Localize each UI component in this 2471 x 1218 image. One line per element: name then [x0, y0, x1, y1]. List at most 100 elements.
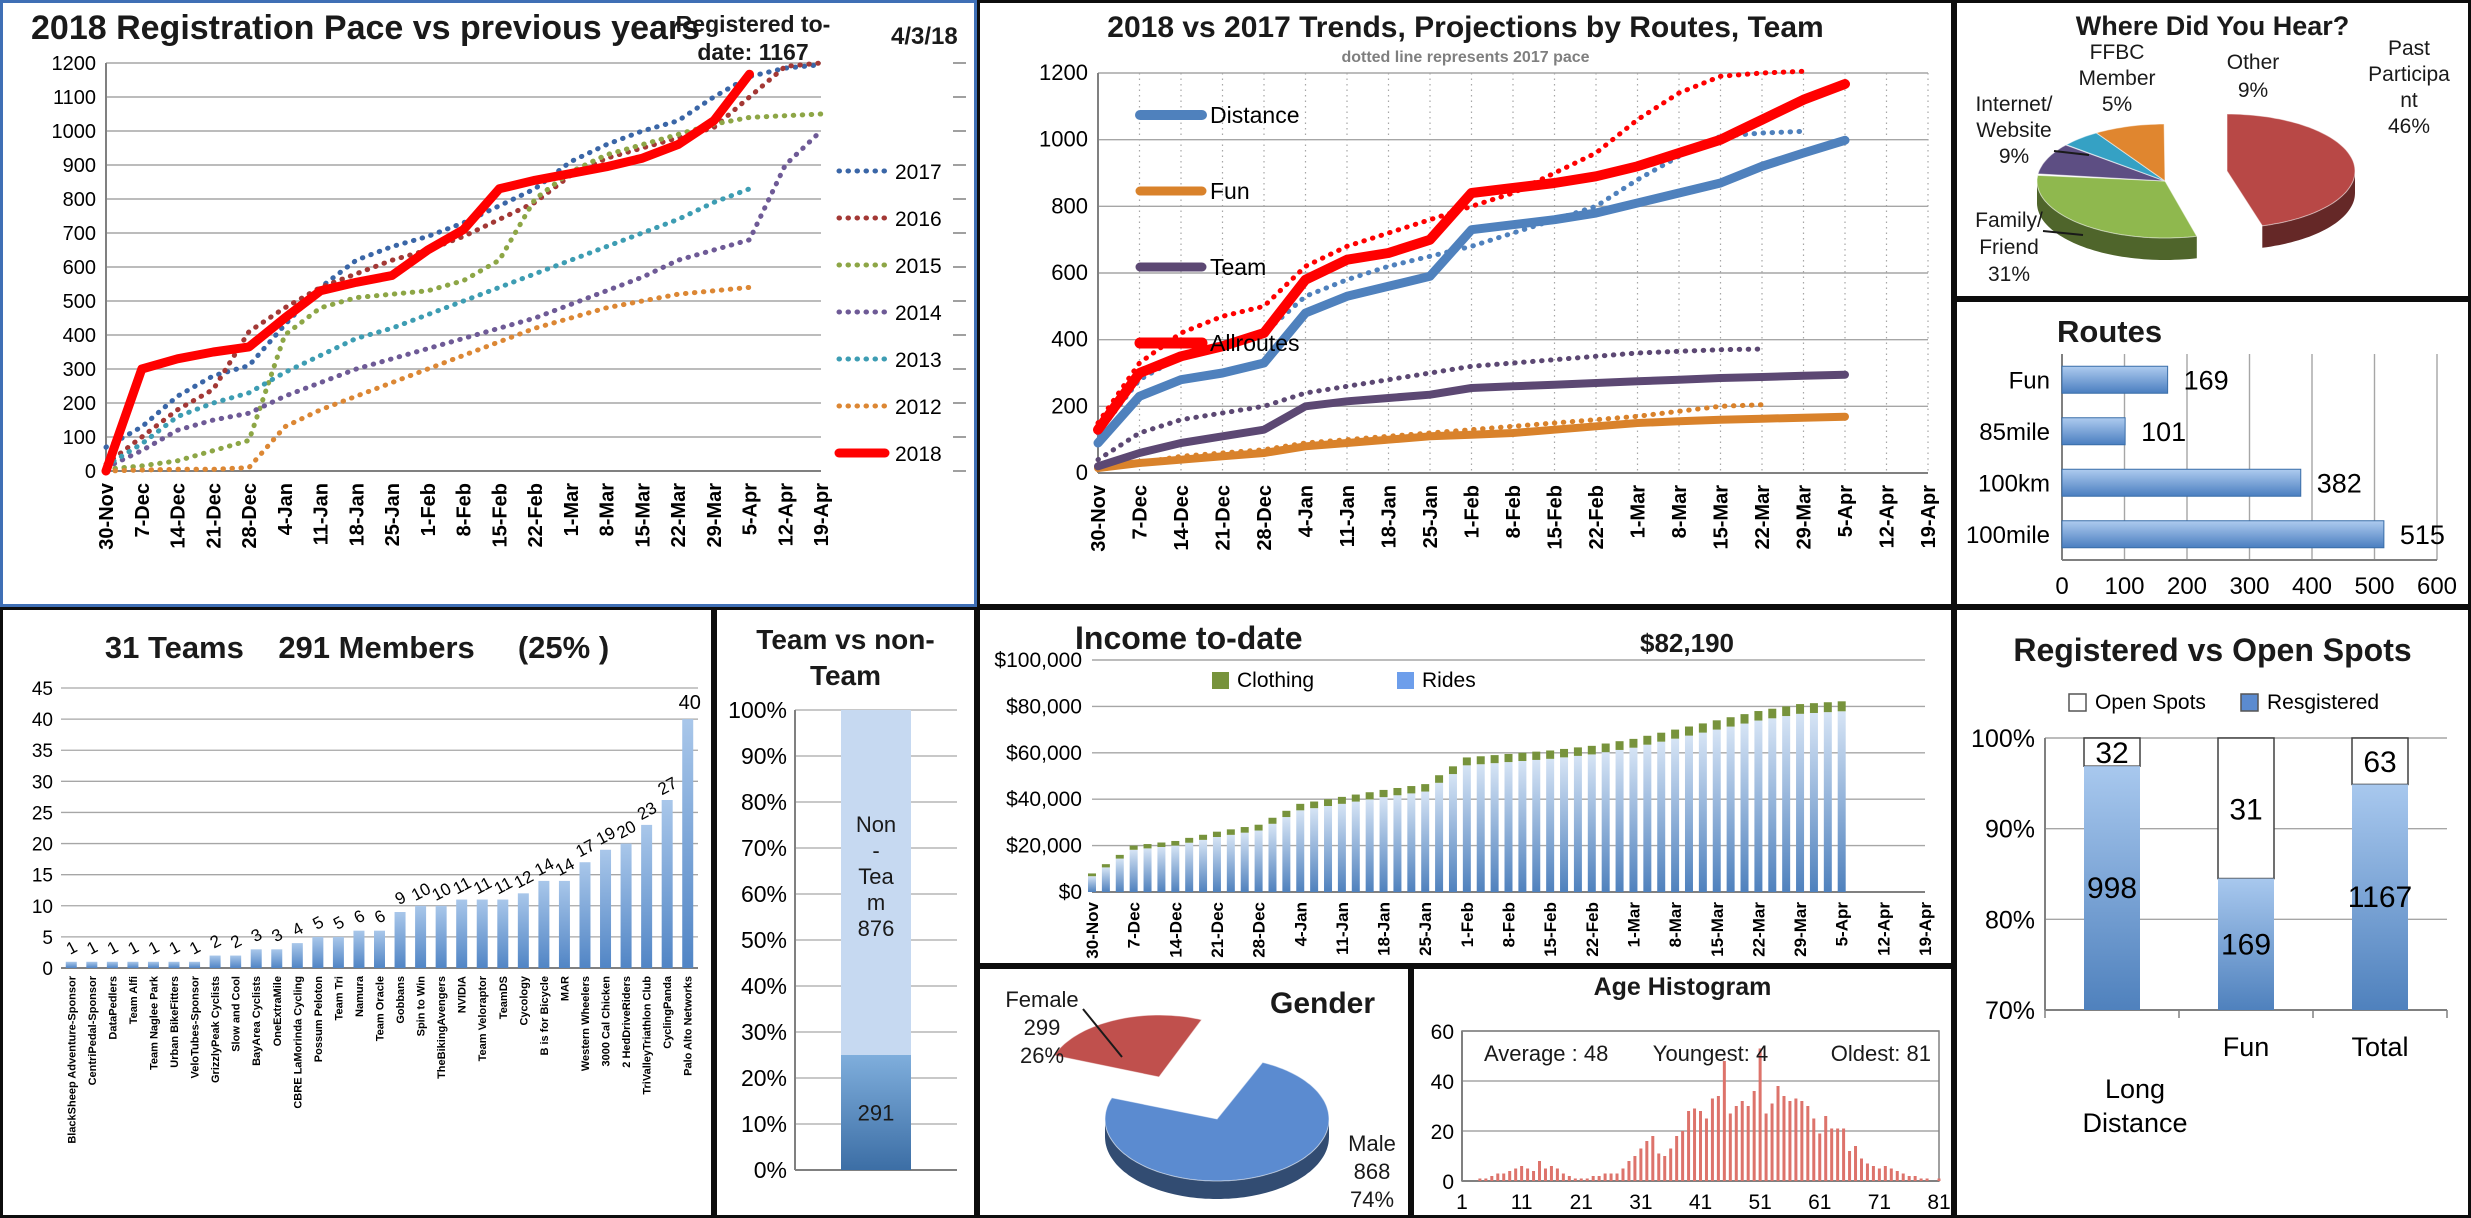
team-label: Team Alfi [128, 976, 140, 1024]
hear-title: Where Did You Hear? [2075, 11, 2350, 41]
svg-text:70%: 70% [1985, 997, 2035, 1025]
svg-text:Member: Member [2078, 67, 2155, 90]
svg-text:600: 600 [2417, 573, 2457, 600]
svg-text:17: 17 [573, 836, 599, 862]
svg-text:100%: 100% [1971, 725, 2035, 753]
svg-text:14-Dec: 14-Dec [1171, 485, 1193, 551]
svg-text:900: 900 [63, 155, 96, 177]
svg-text:1: 1 [1456, 1191, 1468, 1214]
team-label: DataPedlers [107, 976, 119, 1040]
team-bar [332, 936, 344, 968]
registration-pace-chart: 0 100 200 300 400 500 600 700 800 900 1000 1100 1200… [52, 53, 966, 550]
svg-text:700: 700 [63, 223, 96, 245]
svg-text:19-Apr: 19-Apr [1918, 485, 1940, 549]
svg-text:100: 100 [63, 427, 96, 449]
team-label: CyclingPanda [662, 975, 674, 1049]
team-bar [682, 719, 694, 968]
svg-text:400: 400 [2292, 573, 2332, 600]
svg-text:29-Mar: 29-Mar [704, 483, 726, 548]
svg-text:25-Jan: 25-Jan [1416, 902, 1435, 956]
reg-open-title: Registered vs Open Spots [2013, 632, 2412, 668]
svg-text:7-Dec: 7-Dec [1125, 902, 1144, 948]
svg-text:60%: 60% [741, 881, 787, 907]
svg-text:12-Apr: 12-Apr [1874, 902, 1893, 956]
svg-text:22-Feb: 22-Feb [1586, 485, 1608, 549]
svg-text:291: 291 [858, 1101, 895, 1126]
svg-text:200: 200 [63, 393, 96, 415]
trends-axes: 0 200 400 600 800 1000 1200 30-Nov 7-Dec 14-Dec 21… [1039, 60, 1940, 552]
team-label: Urban BikeFitters [169, 976, 181, 1068]
team-label: TeamDS [498, 976, 510, 1019]
svg-text:8-Mar: 8-Mar [1669, 485, 1691, 539]
team-label: Cycology [518, 975, 530, 1025]
svg-text:101: 101 [2141, 417, 2186, 447]
team-bar [456, 899, 468, 968]
panel-where-did-you-hear: Where Did You Hear? Past Participa nt 46% Fa… [1954, 0, 2471, 299]
svg-text:200: 200 [1051, 393, 1088, 418]
svg-text:2016: 2016 [895, 208, 942, 231]
registered-segment-Long Distance [2084, 766, 2140, 1010]
svg-text:21-Dec: 21-Dec [1208, 902, 1227, 958]
svg-text:29-Mar: 29-Mar [1794, 485, 1816, 550]
pie-slice-Female [1053, 1014, 1203, 1078]
team-bar [517, 893, 529, 968]
team-label: VeloTubes-Sponsor [190, 975, 202, 1078]
income-chart: $0 $20,000 $40,000 $60,000 $80,000 $100,000 30… [994, 649, 1935, 959]
team-bar [579, 862, 591, 968]
team-segment [841, 1055, 911, 1170]
svg-text:382: 382 [2317, 468, 2362, 498]
svg-text:0: 0 [2055, 573, 2068, 600]
svg-text:1: 1 [145, 937, 162, 958]
svg-text:85mile: 85mile [1979, 419, 2050, 446]
svg-text:22-Feb: 22-Feb [1583, 902, 1602, 957]
svg-text:18-Jan: 18-Jan [1379, 485, 1401, 548]
svg-text:14-Dec: 14-Dec [1166, 902, 1185, 958]
team-bar [538, 880, 550, 968]
svg-text:1167: 1167 [2348, 881, 2413, 914]
svg-text:15-Feb: 15-Feb [489, 483, 511, 547]
svg-text:41: 41 [1689, 1191, 1712, 1214]
svg-text:515: 515 [2400, 520, 2445, 550]
svg-text:1100: 1100 [53, 87, 96, 109]
team-label: CentriPedal-Sponsor [87, 975, 99, 1085]
svg-text:800: 800 [1051, 193, 1088, 218]
svg-text:60: 60 [1431, 1021, 1454, 1044]
svg-text:nt: nt [2400, 89, 2418, 112]
team-bar [230, 955, 242, 968]
svg-text:15-Mar: 15-Mar [1708, 902, 1727, 957]
svg-text:169: 169 [2184, 365, 2229, 395]
registration_pace-series [101, 60, 824, 476]
team-label: Gobbans [395, 976, 407, 1024]
series-Allroutes [1093, 79, 1850, 435]
panel-trends: 2018 vs 2017 Trends, Projections by Rout… [977, 0, 1954, 607]
registration-title: 2018 Registration Pace vs previous years [31, 9, 701, 47]
svg-text:21: 21 [1570, 1191, 1593, 1214]
svg-text:300: 300 [63, 359, 96, 381]
series-2016 [103, 60, 824, 467]
svg-text:45: 45 [32, 679, 53, 700]
svg-text:$60,000: $60,000 [1006, 742, 1082, 765]
date-note: 4/3/18 [891, 23, 958, 50]
svg-text:Fun: Fun [2009, 367, 2050, 394]
team-label: TheBikingAvengers [436, 976, 448, 1079]
svg-text:15-Feb: 15-Feb [1545, 485, 1567, 549]
age-title: Age Histogram [1593, 973, 1772, 1001]
svg-text:19-Apr: 19-Apr [811, 483, 833, 547]
svg-text:30%: 30% [741, 1019, 787, 1045]
svg-text:Internet/: Internet/ [1975, 93, 2052, 116]
svg-text:14: 14 [552, 854, 578, 880]
trends-title: 2018 vs 2017 Trends, Projections by Rout… [1107, 11, 1824, 44]
svg-text:8-Mar: 8-Mar [597, 483, 619, 537]
svg-text:0: 0 [42, 959, 53, 980]
series-2013 [103, 186, 752, 469]
team-bar [291, 943, 303, 968]
pie-slice-Past Participant [2226, 113, 2356, 227]
series-Fun [1094, 412, 1849, 472]
svg-text:Family/: Family/ [1975, 209, 2043, 232]
svg-text:Website: Website [1976, 119, 2051, 142]
open-segment-Fun [2217, 737, 2275, 880]
